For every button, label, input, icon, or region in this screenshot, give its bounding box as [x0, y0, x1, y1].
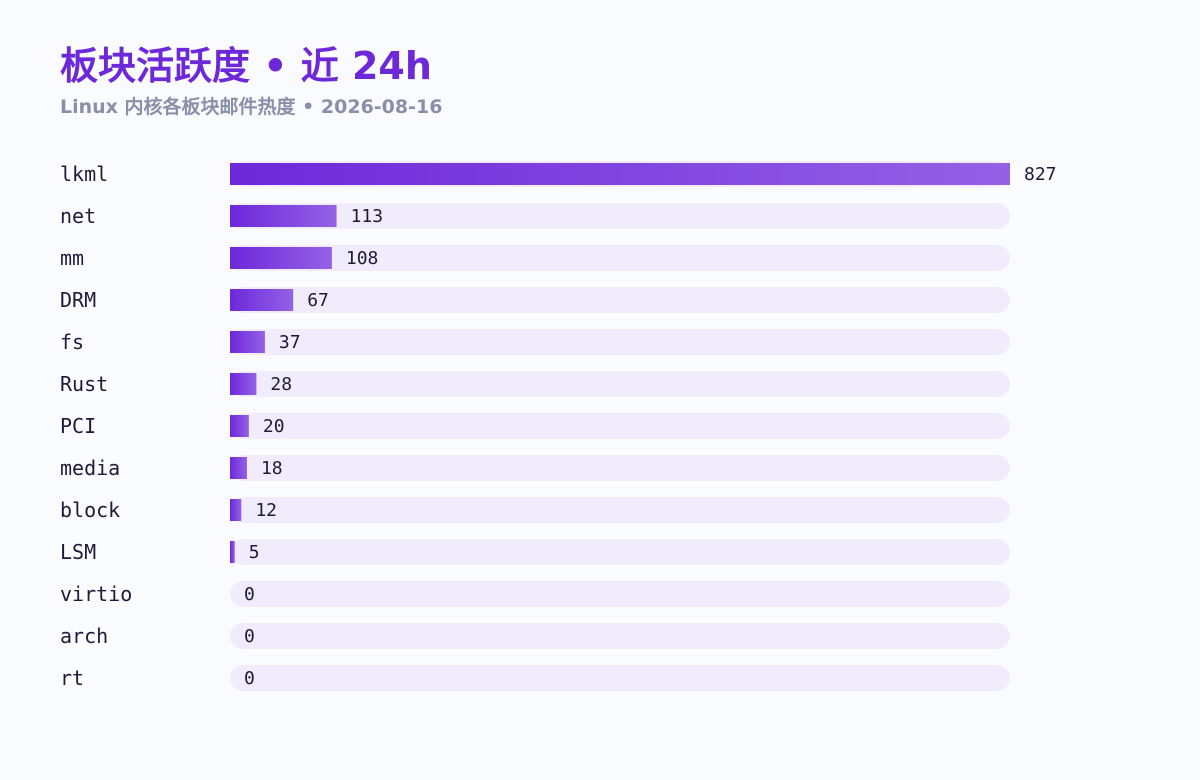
- bar-track: [230, 539, 1010, 565]
- value-label: 5: [249, 542, 260, 563]
- bar-track: [230, 623, 1010, 649]
- bar-track: [230, 203, 1010, 229]
- value-label: 67: [307, 290, 329, 311]
- category-label: LSM: [60, 540, 96, 564]
- bar: [230, 499, 242, 521]
- bar-track: [230, 329, 1010, 355]
- category-label: net: [60, 204, 96, 228]
- bar-row: DRM 67: [60, 287, 1010, 313]
- value-label: 20: [263, 416, 285, 437]
- bar-row: LSM 5: [60, 539, 1010, 565]
- bar-row: PCI 20: [60, 413, 1010, 439]
- category-label: rt: [60, 666, 84, 690]
- category-label: lkml: [60, 162, 108, 186]
- bar: [230, 247, 332, 269]
- bar-row: Rust 28: [60, 371, 1010, 397]
- value-label: 113: [351, 206, 384, 227]
- chart-title: 板块活跃度 • 近 24h: [60, 44, 432, 88]
- bar-row: net 113: [60, 203, 1010, 229]
- category-label: fs: [60, 330, 84, 354]
- category-label: mm: [60, 246, 84, 270]
- bar-row: fs 37: [60, 329, 1010, 355]
- category-label: DRM: [60, 288, 96, 312]
- bar-track: [230, 245, 1010, 271]
- bar-track: [230, 371, 1010, 397]
- value-label: 827: [1024, 164, 1057, 185]
- chart-subtitle: Linux 内核各板块邮件热度 • 2026-08-16: [60, 96, 443, 118]
- bar-track: [230, 581, 1010, 607]
- bar-row: virtio 0: [60, 581, 1010, 607]
- bar-row: arch 0: [60, 623, 1010, 649]
- bar: [230, 457, 247, 479]
- category-label: Rust: [60, 372, 108, 396]
- bar-track: [230, 497, 1010, 523]
- bar-track: [230, 413, 1010, 439]
- value-label: 37: [279, 332, 301, 353]
- value-label: 28: [270, 374, 292, 395]
- value-label: 18: [261, 458, 283, 479]
- category-label: media: [60, 456, 120, 480]
- bar-row: rt 0: [60, 665, 1010, 691]
- bar-row: media 18: [60, 455, 1010, 481]
- value-label: 0: [244, 584, 255, 605]
- category-label: arch: [60, 624, 108, 648]
- bar: [230, 373, 257, 395]
- value-label: 0: [244, 668, 255, 689]
- bar: [230, 541, 235, 563]
- bar-track: [230, 455, 1010, 481]
- bar-row: block 12: [60, 497, 1010, 523]
- bar: [230, 163, 1010, 185]
- value-label: 12: [255, 500, 277, 521]
- bar: [230, 331, 265, 353]
- bar: [230, 289, 294, 311]
- bar: [230, 415, 249, 437]
- value-label: 108: [346, 248, 379, 269]
- value-label: 0: [244, 626, 255, 647]
- bar-track: [230, 665, 1010, 691]
- category-label: virtio: [60, 582, 132, 606]
- bar-row: lkml 827: [60, 161, 1057, 187]
- bar: [230, 205, 337, 227]
- category-label: block: [60, 498, 120, 522]
- bar-track: [230, 287, 1010, 313]
- bar-row: mm 108: [60, 245, 1010, 271]
- bars-layer: lkml 827 net 113 mm 108 DRM 67 fs 37 Rust 28 PCI 20 me…: [60, 161, 1057, 691]
- category-label: PCI: [60, 414, 96, 438]
